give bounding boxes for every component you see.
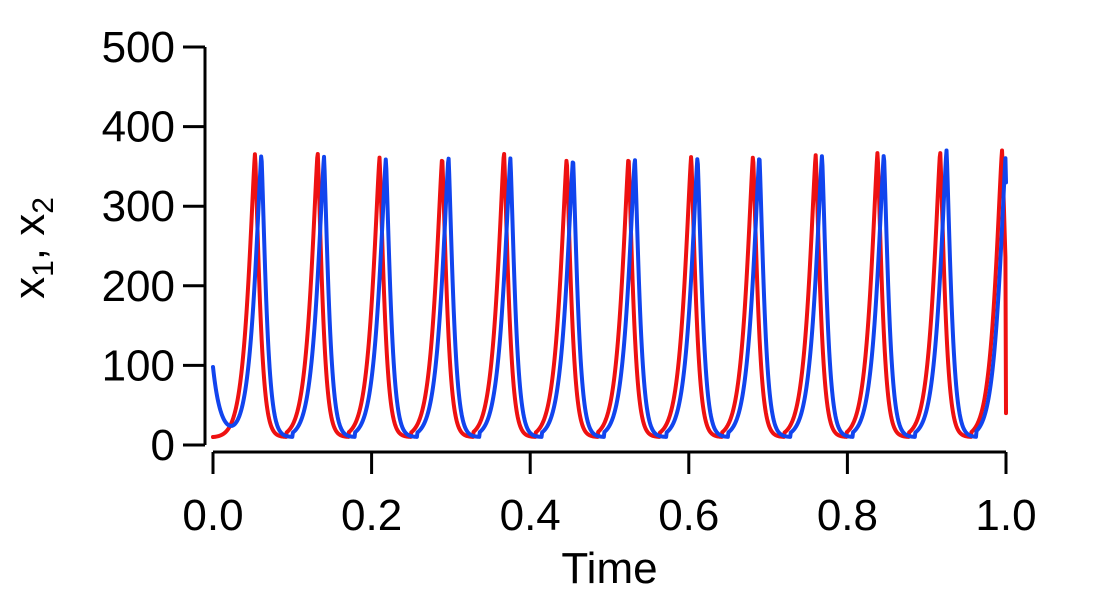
y-tick-label: 500 [102,23,175,72]
y-tick-label: 100 [102,341,175,390]
y-tick-label: 0 [151,421,175,470]
y-title-part: , [5,236,54,260]
y-axis-ticks: 0 100 200 300 400 500 [102,23,205,470]
y-tick-label: 400 [102,103,175,152]
x-tick-label: 0.4 [500,491,561,540]
x-tick-label: 0.0 [182,491,243,540]
y-title-subscript: 2 [27,197,60,214]
x-axis-title: Time [561,544,657,593]
y-tick-label: 300 [102,182,175,231]
series-layer [211,148,1008,440]
y-title-part: x [5,277,54,299]
x-tick-label: 1.0 [975,491,1036,540]
x-tick-label: 0.2 [341,491,402,540]
x-axis-ticks: 0.0 0.2 0.4 0.6 0.8 1.0 [182,452,1037,540]
x-tick-label: 0.8 [817,491,878,540]
y-title-subscript: 1 [27,260,60,277]
y-tick-label: 200 [102,262,175,311]
y-axis-title: x1​, x2​ [5,197,60,299]
y-title-part: x [5,214,54,236]
x-tick-label: 0.6 [658,491,719,540]
series-line-2 [211,148,1008,439]
